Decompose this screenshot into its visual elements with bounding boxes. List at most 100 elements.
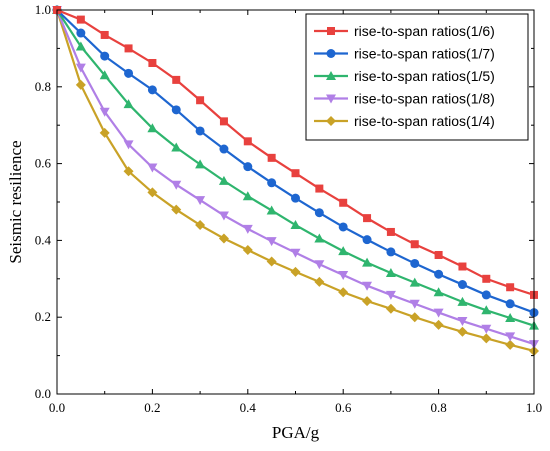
- data-point: [315, 184, 324, 193]
- data-point: [386, 227, 395, 236]
- data-point: [362, 281, 373, 291]
- data-point: [242, 245, 253, 255]
- legend-item: rise-to-span ratios(1/4): [314, 113, 495, 129]
- data-point: [99, 127, 110, 138]
- data-point: [481, 305, 492, 315]
- data-point: [243, 162, 253, 172]
- data-point: [433, 319, 444, 330]
- data-point: [123, 166, 134, 177]
- data-point: [100, 30, 109, 39]
- y-tick-label: 0.8: [35, 79, 51, 94]
- x-tick-label: 0.6: [335, 400, 352, 415]
- data-point: [196, 96, 205, 105]
- series-rise-to-span-ratios-1-8-: [52, 6, 539, 350]
- data-point: [75, 41, 86, 51]
- data-point: [290, 220, 301, 230]
- legend-swatch-marker: [326, 71, 336, 80]
- legend-swatch-marker: [326, 94, 336, 104]
- data-point: [410, 240, 419, 249]
- data-point: [76, 15, 85, 24]
- data-point: [314, 208, 324, 218]
- legend-label: rise-to-span ratios(1/4): [354, 113, 495, 129]
- data-point: [172, 75, 181, 84]
- legend-label: rise-to-span ratios(1/5): [354, 68, 495, 84]
- data-point: [385, 268, 396, 278]
- data-point: [171, 105, 181, 115]
- y-axis-label: Seismic resilience: [6, 140, 25, 263]
- data-point: [75, 79, 86, 90]
- data-point: [195, 220, 206, 231]
- data-point: [219, 117, 228, 126]
- data-point: [124, 68, 134, 78]
- data-point: [242, 191, 253, 201]
- legend-item: rise-to-span ratios(1/7): [314, 46, 495, 62]
- data-point: [363, 214, 372, 223]
- y-tick-label: 0.4: [35, 232, 52, 247]
- data-point: [171, 142, 182, 152]
- data-point: [505, 332, 516, 342]
- data-point: [147, 85, 157, 95]
- data-point: [385, 303, 396, 314]
- legend: rise-to-span ratios(1/6) rise-to-span rat…: [305, 13, 529, 141]
- data-point: [434, 269, 444, 279]
- data-point: [147, 163, 158, 173]
- legend-label: rise-to-span ratios(1/7): [354, 46, 495, 62]
- data-point: [362, 257, 373, 267]
- data-point: [434, 250, 443, 259]
- data-point: [505, 312, 516, 322]
- data-point: [218, 233, 229, 244]
- data-point: [409, 299, 420, 309]
- data-point: [76, 28, 86, 38]
- x-tick-label: 0.2: [144, 400, 160, 415]
- x-tick-label: 0.8: [430, 400, 446, 415]
- data-point: [266, 237, 277, 247]
- data-point: [409, 277, 420, 287]
- ticks-layer: 0.0 0.2 0.4 0.6 0.8 1.0 0.0 0.2 0.4 0.6 0.8 1.0: [35, 2, 542, 415]
- data-point: [481, 333, 492, 344]
- data-point: [100, 51, 110, 61]
- legend-swatch-marker: [326, 116, 336, 126]
- data-point: [242, 224, 253, 234]
- data-point: [171, 180, 182, 190]
- data-point: [267, 153, 276, 162]
- x-axis-label: PGA/g: [272, 423, 320, 442]
- data-point: [339, 198, 348, 207]
- data-point: [362, 296, 373, 307]
- data-point: [481, 290, 491, 300]
- data-point: [314, 276, 325, 287]
- y-tick-label: 1.0: [35, 2, 51, 17]
- data-point: [218, 175, 229, 185]
- series-rise-to-span-ratios-1-5-: [52, 5, 539, 330]
- data-point: [505, 339, 516, 350]
- data-point: [147, 123, 158, 133]
- data-point: [338, 270, 349, 280]
- data-point: [267, 178, 277, 188]
- data-point: [505, 299, 515, 309]
- y-tick-label: 0.6: [35, 156, 52, 171]
- data-point: [506, 283, 515, 292]
- legend-swatch-marker: [327, 27, 335, 35]
- series-rise-to-span-ratios-1-7-: [52, 5, 539, 318]
- y-tick-label: 0.2: [35, 309, 51, 324]
- data-point: [482, 274, 491, 283]
- legend-swatch-marker: [326, 49, 336, 58]
- data-point: [457, 317, 468, 327]
- data-point: [148, 58, 157, 67]
- data-point: [362, 235, 372, 245]
- data-point: [243, 137, 252, 146]
- legend-item: rise-to-span ratios(1/6): [314, 23, 495, 39]
- data-point: [219, 144, 229, 154]
- data-point: [458, 262, 467, 271]
- data-point: [123, 99, 134, 109]
- data-point: [314, 233, 325, 243]
- data-point: [218, 211, 229, 221]
- data-point: [291, 169, 300, 178]
- data-point: [410, 258, 420, 268]
- data-point: [409, 312, 420, 323]
- data-point: [338, 222, 348, 232]
- legend-item: rise-to-span ratios(1/8): [314, 91, 495, 107]
- data-point: [290, 266, 301, 277]
- data-point: [433, 287, 444, 297]
